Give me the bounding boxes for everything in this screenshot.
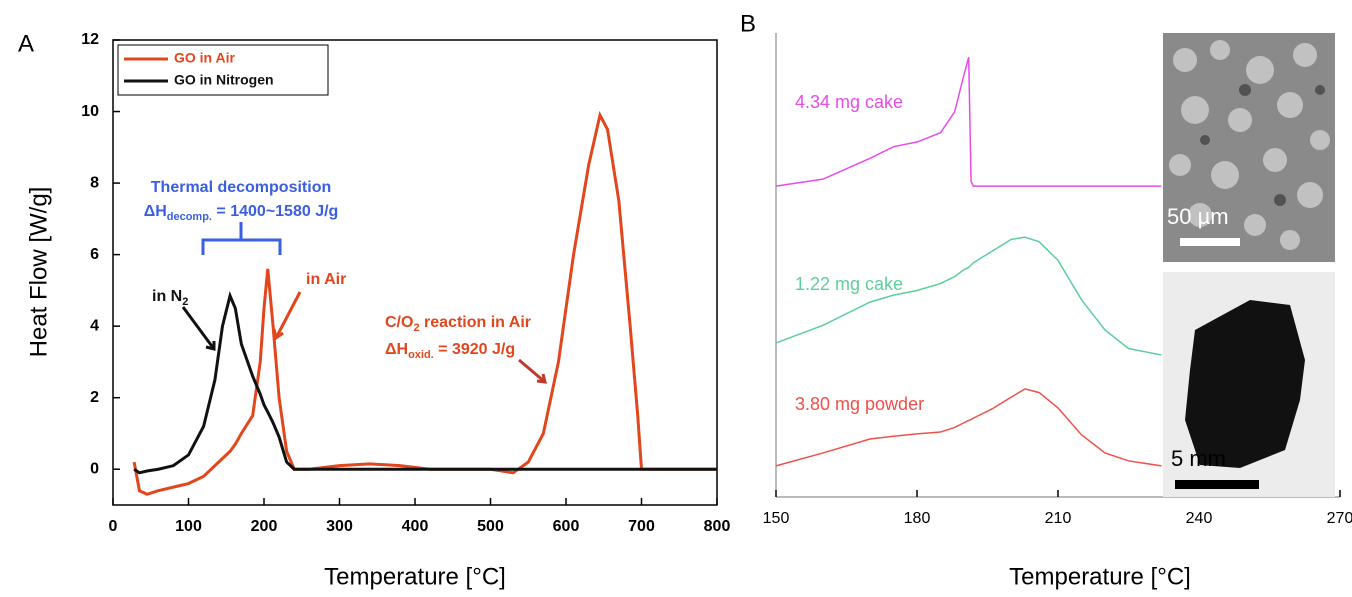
- y-tick-label: 12: [81, 31, 99, 48]
- series-line: [775, 388, 1162, 467]
- annotation: ΔHdecomp. = 1400~1580 J/g: [144, 203, 339, 223]
- series-label: 3.80 mg powder: [795, 394, 924, 414]
- annotation-text: ΔH: [144, 203, 167, 220]
- annotation: Thermal decomposition: [151, 179, 331, 196]
- x-axis-title: Temperature [°C]: [324, 563, 506, 590]
- annotation-text: = 3920 J/g: [434, 341, 515, 358]
- y-axis-title: Heat Flow [W/g]: [25, 187, 52, 358]
- y-tick-label: 2: [90, 389, 99, 406]
- annotation-text: = 1400~1580 J/g: [212, 203, 338, 220]
- panel-label: B: [740, 10, 756, 37]
- x-tick-label: 210: [1045, 510, 1072, 527]
- photo-image: [1163, 272, 1335, 497]
- x-tick-label: 600: [553, 518, 580, 535]
- x-tick-label: 200: [251, 518, 278, 535]
- y-tick-label: 6: [90, 246, 99, 263]
- x-axis-title: Temperature [°C]: [1009, 563, 1191, 590]
- sem-image: [1163, 33, 1335, 262]
- x-tick-label: 800: [704, 518, 731, 535]
- y-tick-label: 4: [90, 317, 99, 334]
- annotation: in N2: [152, 288, 188, 308]
- y-tick-label: 0: [90, 460, 99, 477]
- annotation: ΔHoxid. = 3920 J/g: [385, 341, 515, 361]
- x-tick-label: 0: [109, 518, 118, 535]
- legend-label: GO in Nitrogen: [174, 72, 274, 88]
- scale-label: 50 µm: [1167, 204, 1229, 229]
- legend-label: GO in Air: [174, 50, 235, 66]
- series-label: 1.22 mg cake: [795, 274, 903, 294]
- series-line: [775, 56, 1162, 187]
- y-tick-label: 8: [90, 174, 99, 191]
- x-tick-label: 240: [1186, 510, 1213, 527]
- x-tick-label: 300: [326, 518, 353, 535]
- annotation: in Air: [306, 271, 346, 288]
- legend-box: [117, 44, 329, 96]
- annotation-text: C/O: [385, 314, 413, 331]
- x-tick-label: 700: [628, 518, 655, 535]
- annotation-text: in N: [152, 288, 182, 305]
- series-label: 4.34 mg cake: [795, 92, 903, 112]
- annotation-text: ΔH: [385, 341, 408, 358]
- y-tick-label: 10: [81, 103, 99, 120]
- annotation-text: Thermal decomposition: [151, 179, 331, 196]
- arrows: [181, 291, 547, 384]
- x-tick-label: 400: [402, 518, 429, 535]
- series-line: [132, 110, 717, 496]
- panel-label: A: [18, 30, 34, 57]
- annotation-subscript: 2: [413, 322, 419, 334]
- annotation-text: in Air: [306, 271, 346, 288]
- annotation-subscript: 2: [182, 296, 188, 308]
- x-tick-label: 500: [477, 518, 504, 535]
- series-line: [775, 236, 1162, 356]
- x-tick-label: 100: [175, 518, 202, 535]
- annotation-text: reaction in Air: [420, 314, 531, 331]
- bracket: [201, 222, 282, 255]
- annotation-subscript: oxid.: [408, 349, 434, 361]
- annotation: C/O2 reaction in Air: [385, 314, 531, 334]
- series-line: [133, 291, 717, 475]
- x-tick-label: 150: [763, 510, 790, 527]
- scale-label: 5 mm: [1171, 446, 1226, 471]
- x-tick-label: 180: [904, 510, 931, 527]
- annotation-subscript: decomp.: [167, 211, 212, 223]
- x-tick-label: 270: [1327, 510, 1352, 527]
